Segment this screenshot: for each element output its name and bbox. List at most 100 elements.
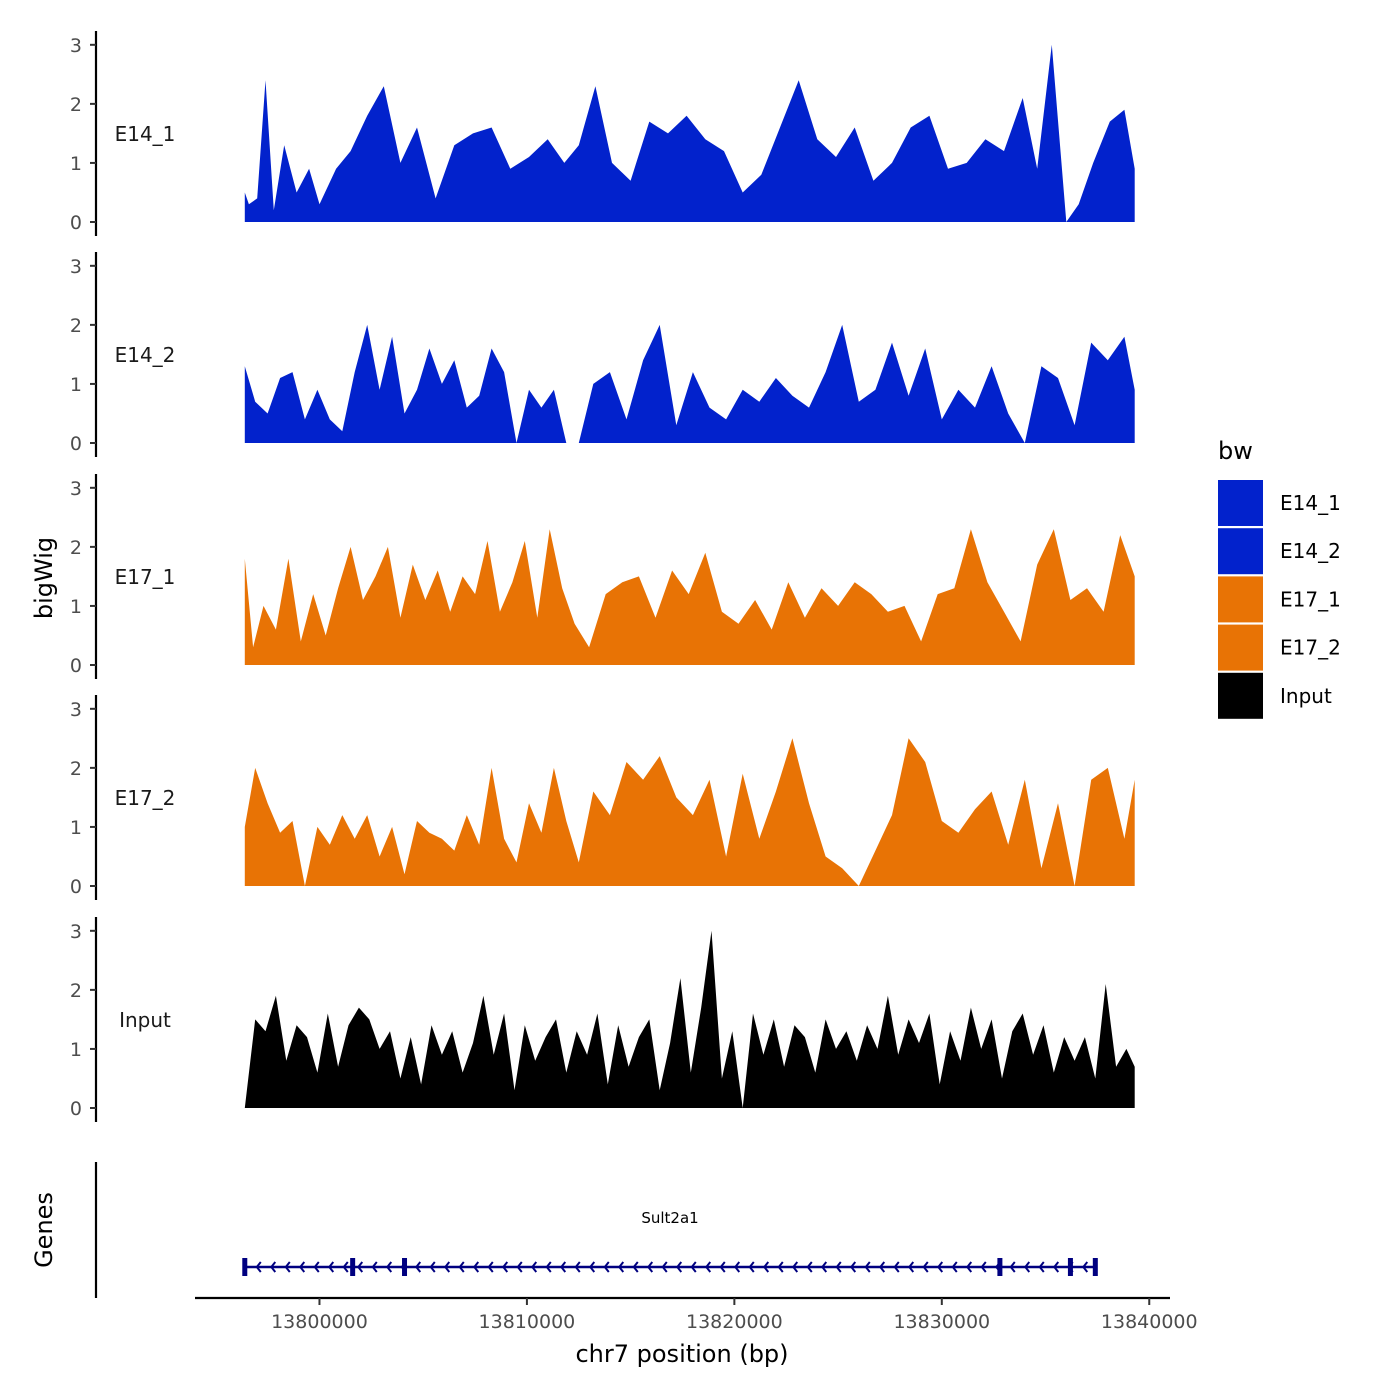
track-e17-2: 0 1 2 3 E17_2 [70, 695, 1135, 900]
x-tick-label: 13830000 [893, 1311, 990, 1333]
y-tick-label: 3 [70, 699, 82, 721]
strand-chevron [661, 1261, 668, 1273]
y-tick-label: 2 [70, 758, 82, 780]
strand-chevron [893, 1261, 900, 1273]
genes-axis-title: Genes [30, 1192, 58, 1268]
x-axis-title: chr7 position (bp) [575, 1340, 788, 1368]
strand-chevron [980, 1261, 987, 1273]
strand-chevron [632, 1261, 639, 1273]
strand-chevron [415, 1261, 422, 1273]
gene-track: Genes Sult2a1 [30, 1162, 1098, 1298]
legend-title: bw [1218, 437, 1253, 465]
strand-chevron [589, 1261, 596, 1273]
strand-chevron [429, 1261, 436, 1273]
strand-chevron [821, 1261, 828, 1273]
strand-chevron [734, 1261, 741, 1273]
strand-chevron [299, 1261, 306, 1273]
area-series-e17-1 [244, 529, 1135, 665]
strand-chevron [1082, 1261, 1089, 1273]
strand-chevron [705, 1261, 712, 1273]
strand-chevron [473, 1261, 480, 1273]
strand-chevron [255, 1261, 262, 1273]
gene-name-label: Sult2a1 [641, 1209, 698, 1227]
strand-chevron [574, 1261, 581, 1273]
strand-chevron [690, 1261, 697, 1273]
legend-swatch [1218, 624, 1263, 671]
legend-entry: Input [1218, 672, 1332, 719]
y-tick-label: 1 [70, 596, 82, 618]
track-label: Input [119, 1008, 171, 1032]
y-axis-title: bigWig [30, 537, 58, 619]
strand-chevron [719, 1261, 726, 1273]
strand-chevron [487, 1261, 494, 1273]
legend-swatch [1218, 672, 1263, 719]
strand-chevron [545, 1261, 552, 1273]
area-series-input [244, 930, 1135, 1108]
strand-chevron [879, 1261, 886, 1273]
area-series-e17-2 [244, 738, 1135, 886]
strand-chevron [458, 1261, 465, 1273]
strand-chevron [1038, 1261, 1045, 1273]
legend-swatch [1218, 480, 1263, 526]
legend-entry: E17_1 [1218, 576, 1341, 623]
strand-chevron [864, 1261, 871, 1273]
y-tick-label: 3 [70, 256, 82, 278]
strand-chevron [835, 1261, 842, 1273]
y-tick-label: 3 [70, 35, 82, 57]
y-tick-label: 1 [70, 153, 82, 175]
strand-chevron [516, 1261, 523, 1273]
strand-chevron [763, 1261, 770, 1273]
bigwig-tracks: 0 1 2 3 E14_1 0 1 2 3 E14_2 0 1 2 3 E17_1 0 1 2 3 E17_2 0 1 2 3… [70, 31, 1135, 1122]
exon-block [242, 1258, 248, 1276]
strand-chevron [937, 1261, 944, 1273]
y-tick-label: 3 [70, 478, 82, 500]
strand-chevron [371, 1261, 378, 1273]
x-tick-label: 13800000 [271, 1311, 368, 1333]
track-label: E17_1 [115, 565, 176, 589]
track-input: 0 1 2 3 Input [70, 917, 1135, 1122]
exon-block [402, 1258, 408, 1276]
strand-chevron [313, 1261, 320, 1273]
y-tick-label: 2 [70, 537, 82, 559]
track-label: E14_2 [115, 343, 176, 367]
legend-entry: E17_2 [1218, 624, 1341, 671]
strand-chevron [777, 1261, 784, 1273]
strand-chevron [342, 1261, 349, 1273]
strand-chevron [603, 1261, 610, 1273]
legend-label: E17_2 [1280, 636, 1341, 660]
legend-entry: E14_1 [1218, 480, 1341, 526]
gene-sult2a1: Sult2a1 [242, 1209, 1098, 1276]
x-tick-label: 13810000 [479, 1311, 576, 1333]
strand-chevron [618, 1261, 625, 1273]
strand-chevron [806, 1261, 813, 1273]
y-tick-label: 1 [70, 374, 82, 396]
strand-chevron [1009, 1261, 1016, 1273]
strand-chevron [270, 1261, 277, 1273]
strand-chevron [560, 1261, 567, 1273]
area-series-e14-2 [244, 324, 1135, 443]
strand-chevron [502, 1261, 509, 1273]
strand-chevron [792, 1261, 799, 1273]
strand-chevron [357, 1261, 364, 1273]
y-tick-label: 0 [70, 1098, 82, 1120]
track-e14-2: 0 1 2 3 E14_2 [70, 252, 1135, 457]
exon-block [350, 1258, 356, 1276]
x-tick-label: 13840000 [1101, 1311, 1198, 1333]
strand-chevron [328, 1261, 335, 1273]
y-tick-label: 0 [70, 433, 82, 455]
legend-label: E17_1 [1280, 587, 1341, 611]
legend: bw E14_1 E14_2 E17_1 E17_2 Input [1218, 437, 1341, 719]
exon-block [1092, 1258, 1098, 1276]
legend-label: E14_2 [1280, 539, 1341, 563]
legend-label: Input [1280, 684, 1332, 708]
y-tick-label: 1 [70, 1039, 82, 1061]
strand-chevron [284, 1261, 291, 1273]
legend-swatch [1218, 528, 1263, 575]
y-tick-label: 0 [70, 876, 82, 898]
strand-chevron [647, 1261, 654, 1273]
exon-block [997, 1258, 1003, 1276]
area-series-e14-1 [244, 44, 1135, 222]
strand-chevron [922, 1261, 929, 1273]
track-label: E14_1 [115, 122, 176, 146]
strand-chevron [966, 1261, 973, 1273]
